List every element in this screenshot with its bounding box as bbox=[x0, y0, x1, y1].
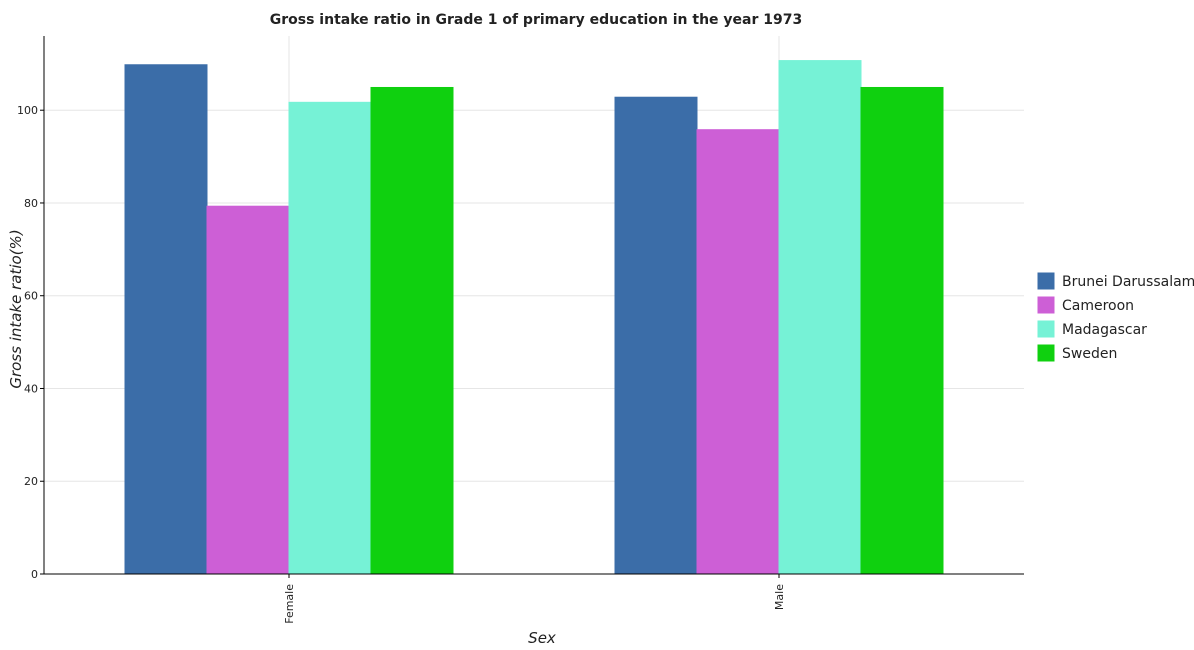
y-tick-label: 0 bbox=[31, 568, 38, 581]
bar-sweden-female bbox=[370, 86, 454, 575]
bar-madagascar-female bbox=[288, 101, 372, 575]
bar-brunei-darussalam-female bbox=[124, 64, 208, 575]
y-tick-label: 100 bbox=[17, 104, 38, 117]
bar-cameroon-male bbox=[696, 129, 780, 575]
bar-madagascar-male bbox=[778, 60, 862, 575]
bar-brunei-darussalam-male bbox=[614, 96, 698, 575]
legend-label: Madagascar bbox=[1062, 322, 1147, 338]
y-tick-label: 80 bbox=[24, 197, 38, 210]
bar-sweden-male bbox=[860, 86, 944, 575]
legend-label: Brunei Darussalam bbox=[1062, 274, 1194, 290]
legend-label: Cameroon bbox=[1062, 298, 1134, 314]
y-tick-label: 20 bbox=[24, 475, 38, 488]
y-axis-label: Gross intake ratio(%) bbox=[7, 229, 25, 388]
legend-swatch bbox=[1037, 272, 1055, 290]
x-tick-label: Female bbox=[283, 584, 296, 624]
legend: Brunei Darussalam Cameroon Madagascar Swede… bbox=[1037, 272, 1194, 362]
y-tick-label: 60 bbox=[24, 290, 38, 303]
legend-swatch bbox=[1037, 320, 1055, 338]
legend-swatch bbox=[1037, 296, 1055, 314]
chart-title: Gross intake ratio in Grade 1 of primary… bbox=[270, 12, 803, 28]
legend-label: Sweden bbox=[1062, 346, 1117, 362]
x-axis-label: Sex bbox=[528, 629, 556, 647]
axes: 0 20 40 60 80 100 Female Male bbox=[17, 36, 1024, 624]
y-tick-label: 40 bbox=[24, 382, 38, 395]
bar-cameroon-female bbox=[206, 205, 290, 575]
legend-swatch bbox=[1037, 344, 1055, 362]
bars bbox=[124, 60, 944, 575]
x-tick-label: Male bbox=[773, 584, 786, 610]
